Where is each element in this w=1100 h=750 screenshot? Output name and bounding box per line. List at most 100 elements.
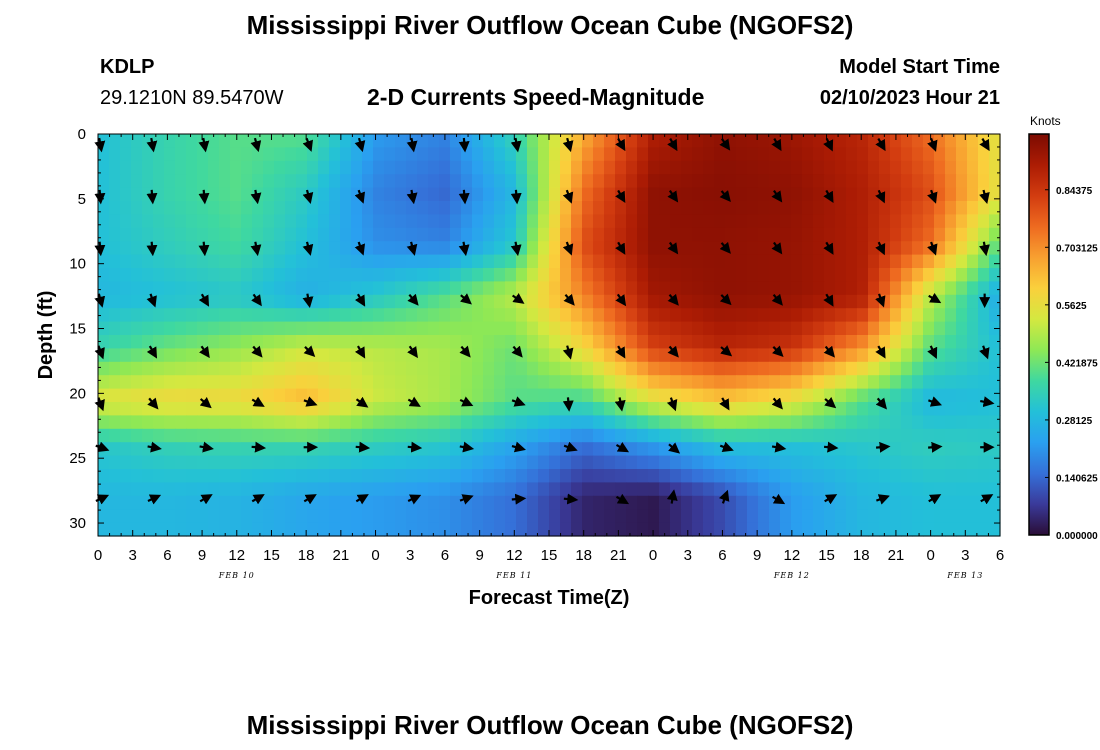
heatmap-cell: [428, 482, 440, 497]
heatmap-cell: [637, 268, 649, 282]
heatmap-cell: [263, 455, 275, 470]
heatmap-cell: [670, 281, 682, 296]
heatmap-cell: [285, 388, 297, 403]
heatmap-cell: [978, 308, 990, 323]
heatmap-cell: [747, 294, 759, 309]
heatmap-cell: [934, 415, 946, 430]
heatmap-cell: [857, 402, 869, 416]
heatmap-cell: [945, 281, 957, 296]
heatmap-cell: [549, 174, 561, 189]
heatmap-cell: [758, 388, 770, 403]
heatmap-cell: [714, 321, 726, 336]
heatmap-cell: [879, 375, 891, 390]
heatmap-cell: [604, 361, 616, 376]
heatmap-cell: [98, 388, 110, 403]
heatmap-cell: [758, 509, 770, 524]
heatmap-cell: [285, 415, 297, 430]
heatmap-cell: [868, 402, 880, 416]
heatmap-cell: [483, 482, 495, 497]
heatmap-cell: [274, 428, 286, 443]
heatmap-cell: [406, 361, 418, 376]
heatmap-cell: [736, 254, 748, 269]
current-vector-arrow: [615, 441, 630, 453]
heatmap-cell: [472, 227, 484, 242]
heatmap-cell: [692, 134, 704, 148]
heatmap-cell: [923, 321, 935, 336]
heatmap-cell: [197, 415, 209, 430]
current-vector-arrow: [146, 189, 158, 205]
heatmap-cell: [604, 294, 616, 309]
heatmap-cell: [659, 361, 671, 376]
heatmap-cell: [505, 160, 517, 175]
heatmap-cell: [340, 174, 352, 189]
heatmap-cell: [890, 469, 902, 483]
heatmap-cell: [472, 388, 484, 403]
heatmap-cell: [252, 254, 264, 269]
heatmap-cell: [450, 361, 462, 376]
heatmap-cell: [857, 375, 869, 390]
heatmap-cell: [681, 335, 693, 349]
heatmap-cell: [648, 388, 660, 403]
heatmap-cell: [263, 442, 275, 457]
heatmap-cell: [747, 522, 759, 537]
heatmap-cell: [296, 321, 308, 336]
heatmap-cell: [945, 469, 957, 483]
heatmap-cell: [252, 482, 264, 497]
current-vector-arrow: [459, 396, 474, 407]
heatmap-cell: [296, 294, 308, 309]
heatmap-cell: [285, 241, 297, 256]
heatmap-cell: [571, 227, 583, 242]
heatmap-cell: [945, 482, 957, 497]
heatmap-cell: [791, 495, 803, 510]
heatmap-cell: [912, 134, 924, 148]
current-vector-arrow: [355, 396, 369, 408]
heatmap-cell: [417, 361, 429, 376]
heatmap-cell: [670, 415, 682, 430]
y-tick-label: 15: [69, 321, 86, 338]
heatmap-cell: [241, 147, 253, 162]
heatmap-cell: [582, 522, 594, 537]
heatmap-cell: [879, 174, 891, 189]
heatmap-cell: [626, 509, 638, 524]
heatmap-cell: [604, 160, 616, 175]
heatmap-cell: [648, 268, 660, 282]
heatmap-cell: [703, 160, 715, 175]
heatmap-cell: [373, 241, 385, 256]
heatmap-cell: [879, 321, 891, 336]
heatmap-cell: [285, 214, 297, 229]
heatmap-cell: [912, 442, 924, 457]
heatmap-cell: [714, 469, 726, 483]
heatmap-cell: [164, 321, 176, 336]
heatmap-cell: [230, 321, 242, 336]
heatmap-cell: [659, 455, 671, 470]
heatmap-cell: [241, 415, 253, 430]
heatmap-cell: [450, 281, 462, 296]
heatmap-cell: [780, 281, 792, 296]
heatmap-cell: [846, 348, 858, 363]
heatmap-cell: [494, 428, 506, 443]
heatmap-cell: [571, 134, 583, 148]
heatmap-cell: [681, 241, 693, 256]
heatmap-cell: [901, 361, 913, 376]
heatmap-cell: [648, 495, 660, 510]
heatmap-cell: [791, 442, 803, 457]
heatmap-cell: [153, 174, 165, 189]
heatmap-cell: [142, 308, 154, 323]
heatmap-cell: [593, 227, 605, 242]
heatmap-cell: [120, 415, 132, 430]
heatmap-cell: [208, 308, 220, 323]
heatmap-cell: [417, 254, 429, 269]
heatmap-cell: [912, 254, 924, 269]
heatmap-cell: [461, 482, 473, 497]
heatmap-cell: [802, 160, 814, 175]
heatmap-cell: [307, 388, 319, 403]
heatmap-cell: [120, 455, 132, 470]
heatmap-cell: [714, 214, 726, 229]
heatmap-cell: [846, 442, 858, 457]
heatmap-cell: [109, 321, 121, 336]
heatmap-cell: [626, 428, 638, 443]
heatmap-cell: [945, 187, 957, 202]
heatmap-cell: [813, 415, 825, 430]
heatmap-cell: [670, 254, 682, 269]
heatmap-cell: [747, 308, 759, 323]
